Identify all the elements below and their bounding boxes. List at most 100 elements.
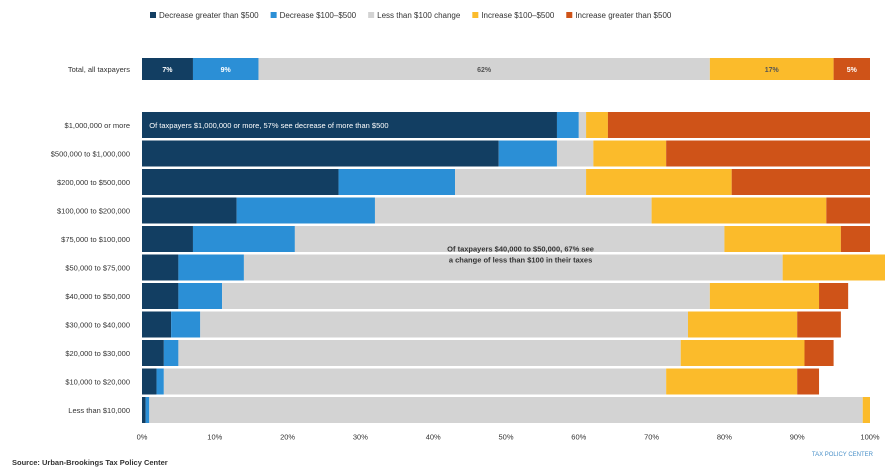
bar-segment-0-3 xyxy=(586,112,608,138)
total-bar-segment-0 xyxy=(142,58,193,80)
bar-segment-9-1 xyxy=(156,368,164,395)
total-bar-segment-4 xyxy=(833,58,870,80)
bar-segment-6-1 xyxy=(178,283,223,309)
bar-segment-7-2 xyxy=(200,311,689,338)
bar-segment-10-3 xyxy=(862,397,870,423)
bar-segment-5-2 xyxy=(243,254,783,281)
bar-segment-6-0 xyxy=(142,283,179,309)
bar-segment-4-0 xyxy=(142,226,193,252)
legend-label-1: Decrease $100–$500 xyxy=(280,11,357,20)
bar-segment-2-0 xyxy=(142,169,339,195)
legend-swatch-0 xyxy=(150,12,156,18)
total-row: Total, all taxpayers 7% 9% 62% 17% 5% xyxy=(68,58,870,80)
total-value-label-0: 7% xyxy=(162,67,173,74)
category-label-4: $75,000 to $100,000 xyxy=(61,235,130,244)
x-axis: 0% 10% 20% 30% 40% 50% 60% 70% 80% 90% 100% xyxy=(137,433,880,442)
bar-segment-2-1 xyxy=(338,169,456,195)
bar-segment-5-1 xyxy=(178,254,244,281)
category-label-1: $500,000 to $1,000,000 xyxy=(51,150,130,159)
legend-swatch-1 xyxy=(270,12,277,18)
legend-label-2: Less than $100 change xyxy=(377,11,461,20)
category-label-10: Less than $10,000 xyxy=(68,406,130,415)
total-bar-segment-2 xyxy=(258,58,710,80)
bar-segment-6-3 xyxy=(709,283,820,309)
bar-segment-9-4 xyxy=(797,368,820,395)
bar-segment-3-0 xyxy=(142,197,237,224)
x-tick-label-8: 80% xyxy=(717,433,732,442)
bar-segment-7-3 xyxy=(688,311,798,338)
x-tick-label-1: 10% xyxy=(207,433,222,442)
bar-segment-10-2 xyxy=(149,397,863,423)
logo: TAX POLICY CENTER xyxy=(812,452,874,458)
bar-segment-1-1 xyxy=(498,140,557,167)
bar-segment-7-0 xyxy=(142,311,172,338)
legend-label-3: Increase $100–$500 xyxy=(481,11,555,20)
plot-area: $1,000,000 or more $500,000 to $1,000,000… xyxy=(51,112,885,423)
bar-segment-6-2 xyxy=(222,283,710,309)
x-tick-label-10: 100% xyxy=(860,433,880,442)
category-label-0: $1,000,000 or more xyxy=(65,121,130,130)
bar-segment-9-2 xyxy=(163,368,667,395)
bar-segment-0-2 xyxy=(578,112,587,138)
bar-segment-5-0 xyxy=(142,254,179,281)
annotation-middle-line1: Of taxpayers $40,000 to $50,000, 67% see xyxy=(447,245,594,254)
category-label-7: $30,000 to $40,000 xyxy=(65,321,130,330)
bar-segment-9-0 xyxy=(142,368,157,395)
x-tick-label-3: 30% xyxy=(353,433,368,442)
x-tick-label-7: 70% xyxy=(644,433,659,442)
bar-segment-8-2 xyxy=(178,340,681,366)
bar-segment-7-4 xyxy=(797,311,841,338)
bar-segment-8-3 xyxy=(680,340,805,366)
bar-segment-10-1 xyxy=(145,397,150,423)
annotation-top: Of taxpayers $1,000,000 or more, 57% see… xyxy=(149,121,388,130)
bar-segment-9-3 xyxy=(666,368,798,395)
x-tick-label-5: 50% xyxy=(498,433,513,442)
legend: Decrease greater than $500 Decrease $100–… xyxy=(150,11,672,20)
bar-segment-0-4 xyxy=(607,112,870,138)
x-tick-label-9: 90% xyxy=(790,433,805,442)
total-row-label: Total, all taxpayers xyxy=(68,65,130,74)
total-value-label-3: 17% xyxy=(765,67,780,74)
x-tick-label-4: 40% xyxy=(426,433,441,442)
total-value-label-4: 5% xyxy=(847,67,858,74)
bar-segment-8-4 xyxy=(804,340,834,366)
total-bar-segment-3 xyxy=(709,58,834,80)
bar-segment-0-1 xyxy=(556,112,579,138)
total-value-label-1: 9% xyxy=(221,67,232,74)
legend-swatch-2 xyxy=(368,12,375,18)
bar-segment-2-3 xyxy=(586,169,732,195)
annotation-middle-line2: a change of less than $100 in their taxe… xyxy=(449,256,592,265)
bar-segment-4-2 xyxy=(294,226,725,252)
legend-label-4: Increase greater than $500 xyxy=(575,11,672,20)
legend-swatch-3 xyxy=(472,12,479,18)
source-note: Source: Urban-Brookings Tax Policy Cente… xyxy=(12,458,168,467)
bar-segment-0-0 xyxy=(142,112,557,138)
bar-segment-4-4 xyxy=(840,226,870,252)
category-label-5: $50,000 to $75,000 xyxy=(65,264,130,273)
x-tick-label-0: 0% xyxy=(137,433,148,442)
category-label-2: $200,000 to $500,000 xyxy=(57,178,130,187)
legend-swatch-4 xyxy=(566,12,573,18)
bar-segment-2-2 xyxy=(455,169,587,195)
x-tick-label-2: 20% xyxy=(280,433,295,442)
category-label-9: $10,000 to $20,000 xyxy=(65,378,130,387)
annotations: Of taxpayers $1,000,000 or more, 57% see… xyxy=(149,121,594,265)
total-bar-segment-1 xyxy=(192,58,259,80)
bar-segment-8-1 xyxy=(163,340,179,366)
bar-segment-2-4 xyxy=(731,169,870,195)
bar-segment-6-4 xyxy=(819,283,849,309)
bar-segment-4-1 xyxy=(192,226,295,252)
bar-segment-8-0 xyxy=(142,340,164,366)
bar-segment-10-0 xyxy=(142,397,146,423)
category-label-6: $40,000 to $50,000 xyxy=(65,292,130,301)
bar-segment-4-3 xyxy=(724,226,841,252)
total-value-label-2: 62% xyxy=(477,67,492,74)
bar-segment-3-3 xyxy=(651,197,827,224)
bar-segment-3-2 xyxy=(374,197,652,224)
category-label-3: $100,000 to $200,000 xyxy=(57,207,130,216)
bar-segment-3-1 xyxy=(236,197,375,224)
bar-segment-3-4 xyxy=(826,197,870,224)
bar-segment-5-3 xyxy=(782,254,885,281)
bar-segment-1-0 xyxy=(142,140,499,167)
